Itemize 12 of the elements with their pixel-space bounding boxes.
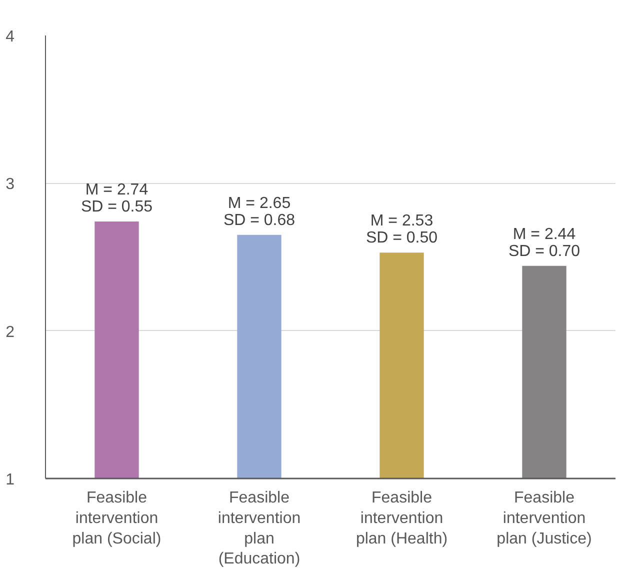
y-tick-label: 4 bbox=[6, 28, 15, 46]
data-label: M = 2.44 SD = 0.70 bbox=[508, 226, 580, 260]
y-tick-label: 3 bbox=[6, 176, 15, 194]
x-tick-label: Feasible intervention plan (Health) bbox=[356, 490, 448, 548]
x-tick-label: Feasible intervention plan (Justice) bbox=[496, 490, 592, 548]
data-label: M = 2.53 SD = 0.50 bbox=[366, 212, 438, 247]
data-label: M = 2.65 SD = 0.68 bbox=[223, 194, 296, 229]
data-label: M = 2.74 SD = 0.55 bbox=[80, 182, 153, 216]
y-tick-label: 2 bbox=[6, 324, 15, 341]
x-tick-label: Feasible intervention plan (Social) bbox=[72, 490, 162, 548]
x-tick-label: Feasible intervention plan (Education) bbox=[218, 490, 301, 568]
y-tick-label: 1 bbox=[6, 472, 15, 488]
